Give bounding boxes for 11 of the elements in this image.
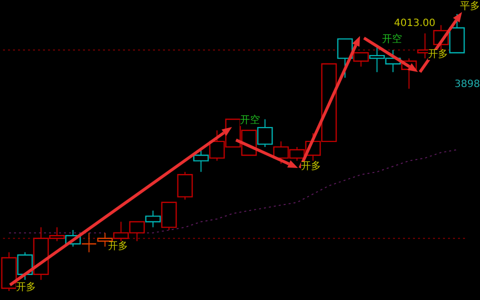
annotation: 开空 <box>240 115 260 126</box>
annotation: 4013.00 <box>394 18 436 29</box>
candlestick <box>177 171 193 200</box>
annotation: 开空 <box>382 34 402 45</box>
text: 平多 <box>460 1 480 12</box>
annotation: 开多 <box>16 282 36 293</box>
annotation: 开多 <box>301 161 321 172</box>
annotation: 开多 <box>108 241 128 252</box>
annotation: 开多 <box>428 49 448 60</box>
candlestick <box>81 232 97 253</box>
annotation: 3898 <box>454 79 480 90</box>
